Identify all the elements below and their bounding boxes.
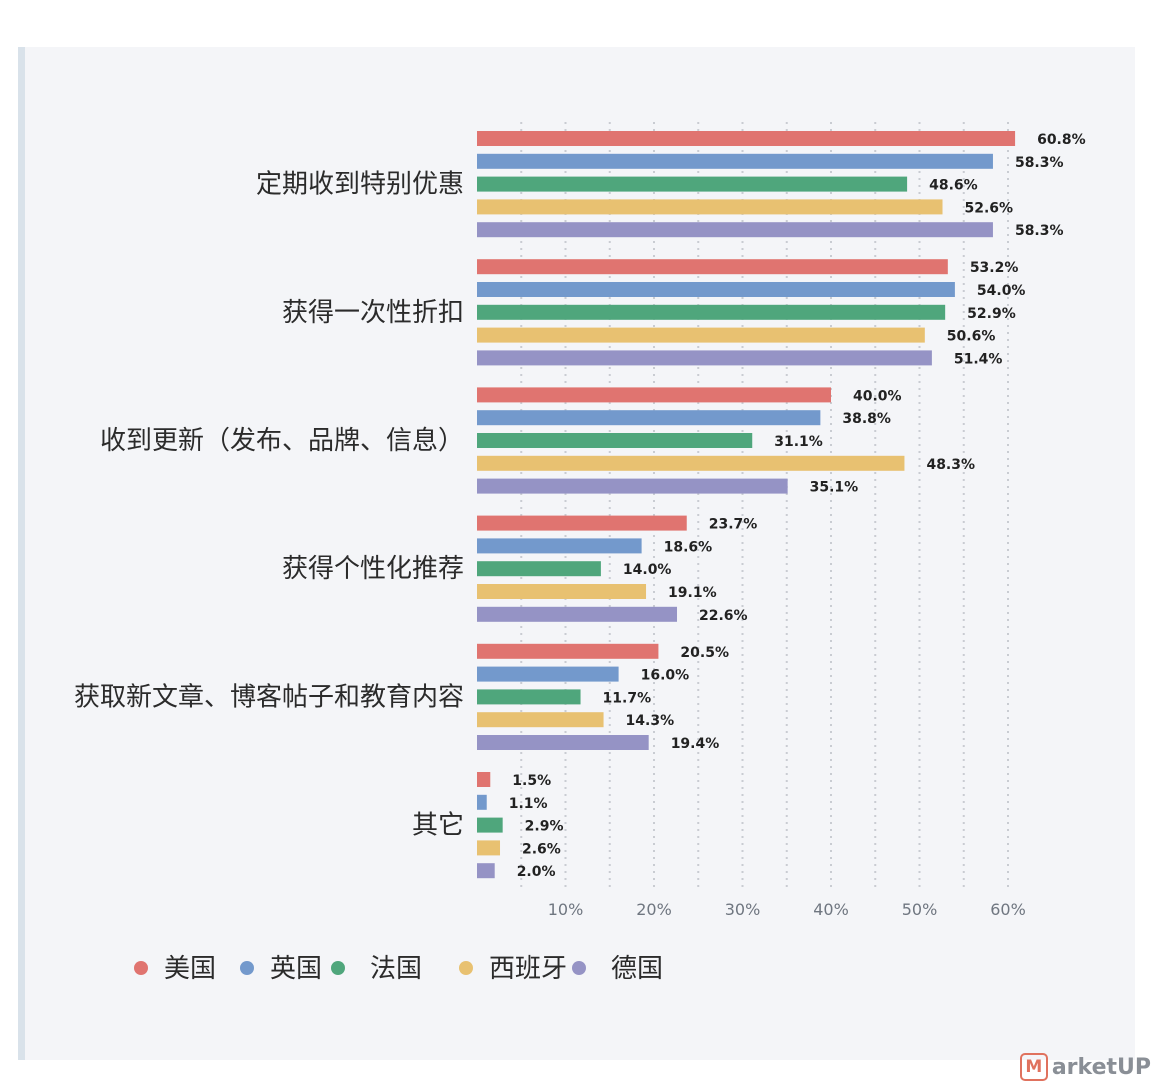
bar-3-3 (477, 433, 753, 448)
bar-6-4 (477, 840, 501, 856)
ticks-layer: 10% 20% 30% 40% 50% 60% (548, 900, 1026, 919)
value-label: 11.7% (603, 690, 652, 706)
category-label: 获得一次性折扣 (282, 298, 464, 328)
category-label: 收到更新（发布、品牌、信息） (100, 426, 464, 456)
value-label: 2.9% (525, 819, 564, 835)
x-tick-label: 60% (990, 900, 1026, 919)
value-label: 35.1% (810, 480, 859, 496)
x-tick-label: 10% (548, 900, 584, 919)
bar-3-4 (477, 455, 905, 471)
value-label: 1.1% (509, 796, 548, 812)
value-label: 52.6% (965, 200, 1014, 216)
x-tick-label: 20% (636, 900, 672, 919)
value-label: 19.1% (668, 585, 717, 601)
bar-1-5 (477, 222, 993, 238)
value-label: 54.0% (977, 283, 1026, 299)
value-label: 60.8% (1037, 132, 1086, 148)
category-label: 定期收到特别优惠 (256, 170, 464, 200)
category-label: 获取新文章、博客帖子和教育内容 (74, 682, 464, 712)
x-tick-label: 50% (902, 900, 938, 919)
category-label: 获得个性化推荐 (282, 554, 464, 584)
value-label: 16.0% (641, 668, 690, 684)
watermark: M arketUP (1019, 1053, 1151, 1081)
x-tick-label: 30% (725, 900, 761, 919)
legend-label: 英国 (270, 954, 322, 984)
bar-2-3 (477, 304, 946, 320)
bar-3-1 (477, 387, 831, 403)
value-label: 19.4% (671, 736, 720, 752)
bar-5-4 (477, 712, 604, 728)
bar-4-5 (477, 606, 678, 622)
value-label: 53.2% (970, 260, 1019, 276)
legend-marker (134, 961, 148, 975)
legend-label: 美国 (164, 954, 216, 984)
bar-6-1 (477, 772, 491, 787)
value-label: 52.9% (967, 306, 1016, 322)
bar-5-1 (477, 643, 659, 659)
value-label: 51.4% (954, 351, 1003, 367)
legend-marker (459, 961, 473, 975)
grid-layer (520, 122, 1009, 890)
legend: 美国 英国 法国 西班牙 德国 (134, 954, 663, 984)
legend-label: 德国 (611, 954, 663, 984)
legend-label: 西班牙 (489, 954, 567, 984)
value-label: 48.6% (929, 178, 978, 194)
bar-3-2 (477, 410, 821, 426)
value-label: 2.6% (522, 841, 561, 857)
bar-1-3 (477, 176, 908, 192)
value-label: 14.3% (626, 713, 675, 729)
value-label: 20.5% (680, 645, 729, 661)
bar-1-2 (477, 153, 993, 169)
legend-marker (240, 961, 254, 975)
value-label: 58.3% (1015, 223, 1064, 239)
bar-4-4 (477, 584, 647, 599)
bar-4-3 (477, 561, 601, 577)
value-label: 2.0% (517, 864, 556, 880)
bar-5-5 (477, 735, 649, 750)
value-label: 58.3% (1015, 155, 1064, 171)
bar-5-2 (477, 666, 619, 682)
value-label: 23.7% (709, 517, 758, 533)
bar-5-3 (477, 689, 581, 705)
legend-marker (572, 961, 586, 975)
bar-6-3 (477, 817, 503, 833)
bar-1-4 (477, 199, 943, 215)
bar-1-1 (477, 131, 1016, 146)
bar-2-1 (477, 259, 948, 275)
bar-2-2 (477, 282, 955, 297)
category-label: 其它 (412, 811, 464, 841)
x-tick-label: 40% (813, 900, 849, 919)
value-label: 50.6% (947, 329, 996, 345)
bar-2-4 (477, 327, 925, 343)
bar-2-5 (477, 350, 932, 366)
logo-icon: M (1019, 1053, 1048, 1081)
value-label: 48.3% (926, 457, 975, 473)
bar-4-2 (477, 538, 642, 554)
value-label: 38.8% (842, 411, 891, 427)
value-label: 31.1% (774, 434, 823, 450)
bars-layer (477, 131, 1016, 879)
bar-4-1 (477, 515, 687, 531)
value-label: 40.0% (853, 388, 902, 404)
value-label: 14.0% (623, 562, 672, 578)
bar-6-5 (477, 863, 495, 879)
legend-marker (331, 961, 345, 975)
chart-panel (18, 47, 1135, 1060)
labels-layer: 60.8%58.3%48.6%52.6%58.3%定期收到特别优惠53.2%54… (74, 132, 1086, 880)
legend-label: 法国 (370, 954, 422, 984)
value-label: 22.6% (699, 608, 748, 624)
value-label: 1.5% (512, 773, 551, 789)
value-label: 18.6% (664, 539, 713, 555)
bar-3-5 (477, 478, 788, 494)
watermark-text: arketUP (1051, 1054, 1151, 1080)
bar-6-2 (477, 794, 487, 810)
